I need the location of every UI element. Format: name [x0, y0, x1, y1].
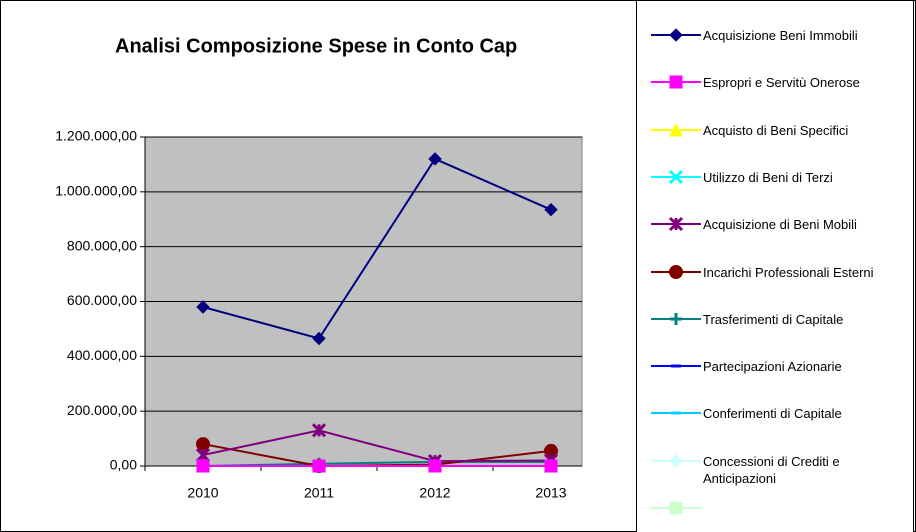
- legend-swatch: [651, 312, 701, 325]
- legend-entry: Utilizzo di Beni di Terzi: [637, 169, 915, 209]
- legend-swatch: [651, 122, 701, 137]
- marker: [196, 437, 210, 452]
- legend-entry: Acquisizione Beni Immobili: [637, 27, 915, 67]
- y-tick-label: 200.000,00: [67, 402, 137, 418]
- marker: [196, 300, 210, 314]
- legend-entry: Acquisizione di Beni Mobili: [637, 216, 915, 256]
- legend-swatch: [651, 453, 701, 468]
- x-tick-label: 2011: [304, 485, 334, 501]
- legend-label: Utilizzo di Beni di Terzi: [703, 169, 833, 185]
- legend-swatch: [651, 217, 701, 232]
- legend-swatch: [651, 411, 701, 415]
- x-tick-label: 2012: [419, 485, 450, 501]
- legend-swatch: [651, 75, 701, 89]
- legend-label: Conferimenti di Capitale: [703, 406, 842, 422]
- legend-label: Partecipazioni Azionarie: [703, 359, 842, 375]
- legend-label: Espropri e Servitù Onerose: [703, 75, 860, 91]
- series-line: [202, 460, 551, 467]
- marker: [312, 331, 326, 346]
- legend-swatch: [651, 264, 701, 279]
- legend-entry: Espropri e Servitù Onerose: [637, 74, 915, 114]
- legend: Acquisizione Beni Immobili Espropri e Ser…: [636, 0, 914, 532]
- legend-swatch: [651, 169, 701, 184]
- x-tick-label: 2010: [187, 485, 218, 501]
- marker: [669, 28, 683, 42]
- marker: [669, 122, 683, 137]
- legend-entry: Partecipazioni Azionarie: [637, 358, 915, 398]
- marker: [428, 459, 442, 473]
- series-line: [202, 429, 552, 463]
- y-tick-label: 0,00: [110, 457, 137, 473]
- legend-label: Acquisizione Beni Immobili: [703, 28, 858, 43]
- legend-label: Incarichi Professionali Esterni: [703, 264, 874, 280]
- legend-entry: [637, 500, 915, 532]
- legend-entry: Concessioni di Crediti e Anticipazioni: [637, 453, 915, 493]
- marker: [544, 202, 558, 217]
- marker: [669, 501, 683, 515]
- marker: [669, 264, 683, 279]
- chart-title: Analisi Composizione Spese in Conto Cap: [115, 35, 517, 57]
- legend-entry: Conferimenti di Capitale: [637, 405, 915, 445]
- marker: [668, 169, 684, 184]
- y-tick-label: 1.000.000,00: [55, 183, 137, 199]
- legend-label: Acquisto di Beni Specifici: [703, 122, 849, 138]
- y-tick-label: 400.000,00: [67, 347, 137, 363]
- marker: [312, 459, 326, 473]
- marker: [669, 453, 683, 468]
- y-tick-label: 800.000,00: [67, 237, 137, 253]
- marker: [196, 459, 210, 473]
- marker: [669, 75, 683, 89]
- marker: [544, 459, 558, 473]
- y-tick-label: 600.000,00: [67, 292, 137, 308]
- legend-label: Trasferimenti di Capitale: [703, 311, 844, 327]
- marker: [670, 312, 682, 325]
- legend-swatch: [651, 501, 701, 515]
- legend-entry: Acquisto di Beni Specifici: [637, 122, 915, 162]
- legend-entry: Trasferimenti di Capitale: [637, 311, 915, 351]
- legend-label: Concessioni di Crediti e Anticipazioni: [703, 453, 840, 486]
- legend-label: Acquisizione di Beni Mobili: [703, 217, 857, 233]
- y-tick-label: 1.200.000,00: [55, 128, 137, 144]
- x-tick-label: 2013: [535, 485, 566, 501]
- marker: [311, 423, 327, 438]
- marker: [428, 152, 442, 166]
- legend-entry: Incarichi Professionali Esterni: [637, 264, 915, 304]
- legend-swatch: [651, 364, 701, 368]
- series-line: [202, 157, 552, 340]
- marker: [668, 217, 684, 232]
- legend-swatch: [651, 28, 701, 42]
